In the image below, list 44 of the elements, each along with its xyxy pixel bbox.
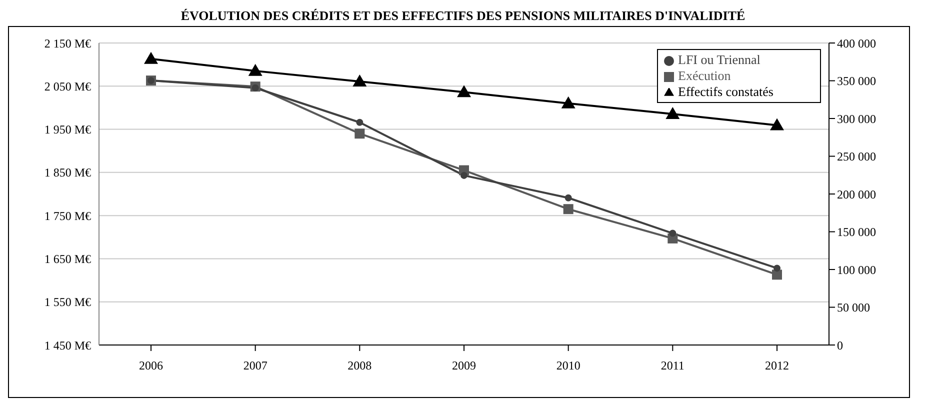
y2-tick-label: 250 000	[837, 150, 876, 164]
x-tick-label: 2008	[348, 358, 372, 373]
y-tick-label: 1 850 M€	[44, 166, 91, 180]
point	[144, 52, 158, 64]
y2-tick-label: 50 000	[837, 300, 870, 315]
legend-label: Effectifs constatés	[678, 84, 774, 99]
legend-label: LFI ou Triennal	[678, 52, 760, 67]
y2-tick-label: 200 000	[837, 187, 876, 202]
x-tick-label: 2011	[660, 358, 684, 373]
point	[460, 172, 468, 179]
point	[252, 84, 259, 92]
y-tick-label: 1 650 M€	[44, 252, 91, 266]
point	[563, 204, 574, 214]
y-tick-label: 2 050 M€	[44, 79, 91, 94]
x-tick-label: 2009	[452, 358, 476, 373]
point	[564, 194, 572, 202]
y2-tick-label: 400 000	[837, 36, 876, 50]
point	[248, 64, 262, 76]
x-tick-label: 2012	[765, 358, 789, 373]
point	[772, 270, 782, 280]
y-tick-label: 1 750 M€	[44, 208, 91, 223]
point	[774, 264, 780, 272]
y2-tick-label: 350 000	[837, 74, 876, 88]
y-tick-label: 1 950 M€	[44, 122, 91, 137]
point	[669, 230, 676, 237]
y-tick-label: 1 450 M€	[44, 338, 91, 352]
x-tick-label: 2007	[243, 358, 268, 373]
x-tick-label: 2010	[556, 358, 580, 373]
legend-label: Exécution	[678, 68, 731, 83]
y2-tick-label: 0	[837, 338, 843, 352]
point	[352, 74, 367, 87]
x-tick-label: 2006	[139, 358, 163, 373]
point	[561, 96, 576, 108]
point	[457, 85, 471, 98]
point	[354, 128, 365, 139]
y2-tick-label: 300 000	[837, 112, 876, 126]
point	[356, 118, 364, 126]
y-tick-label: 2 150 M€	[44, 36, 91, 50]
point	[770, 118, 784, 130]
point	[666, 106, 680, 119]
y-tick-label: 1 550 M€	[44, 295, 91, 310]
y2-tick-label: 150 000	[837, 225, 876, 240]
y2-tick-label: 100 000	[837, 262, 876, 277]
chart-title: ÉVOLUTION DES CRÉDITS ET DES EFFECTIFS DES PENSIONS MILITAIRES D'INVALIDITÉ	[180, 8, 746, 25]
